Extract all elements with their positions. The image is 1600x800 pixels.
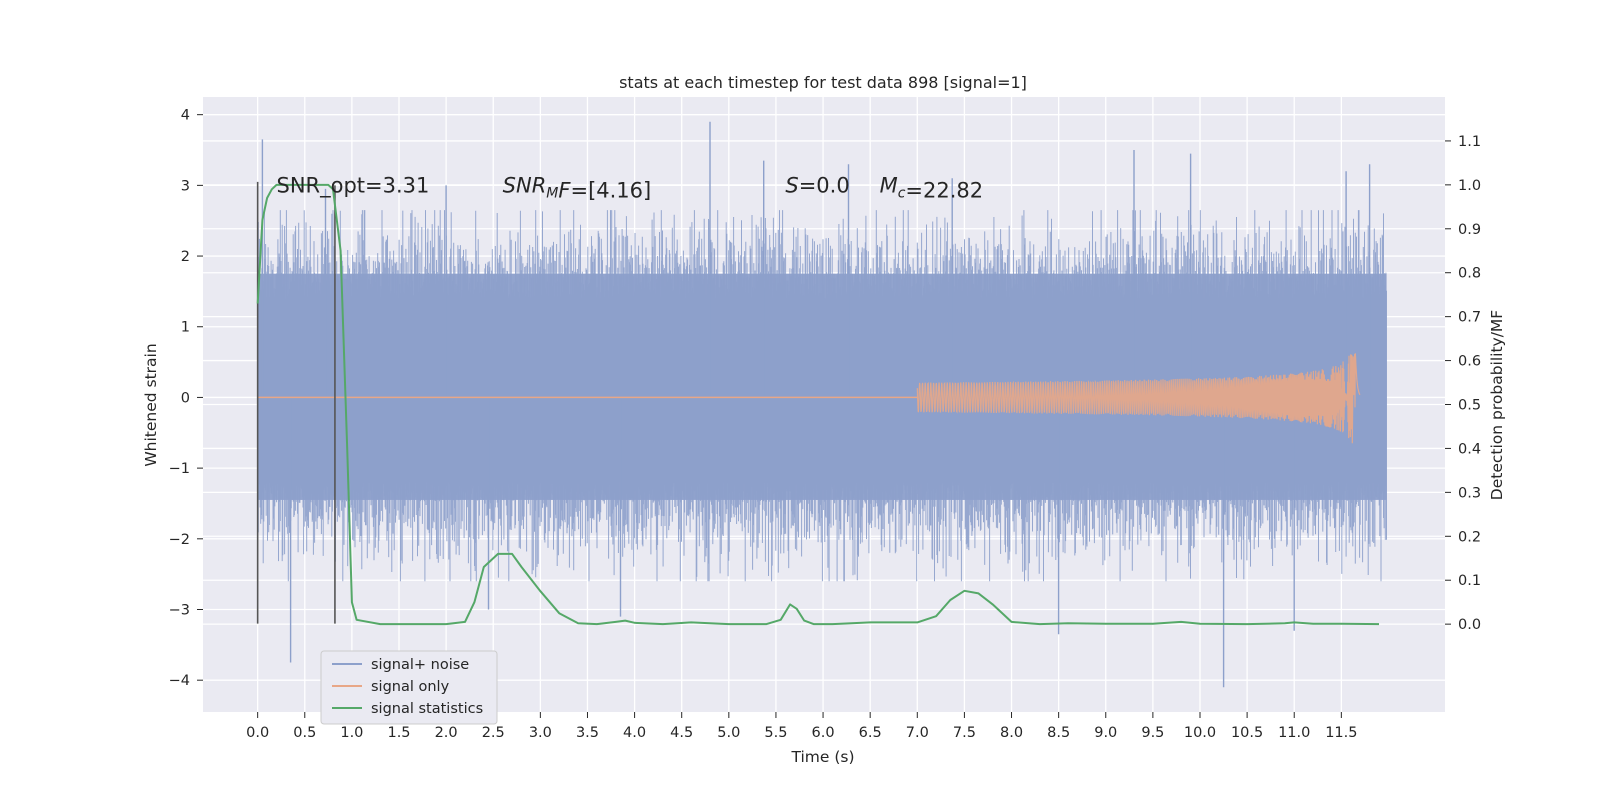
annotation-part: =0.0 (799, 173, 850, 197)
left-y-tick-label: −3 (169, 603, 190, 619)
annotation-part: c (898, 185, 906, 201)
x-tick-label: 11.0 (1278, 725, 1310, 741)
x-axis-ticks: 0.0 0.5 1.0 1.5 2.0 2.5 3.0 3.5 4.0 4.5 5.0 5.5 6.0 6… (246, 712, 1357, 741)
x-axis-label: Time (s) (790, 748, 854, 766)
right-y-tick-label: 0.2 (1458, 529, 1481, 545)
annotation-2: S=0.0 (785, 173, 849, 197)
right-y-tick-label: 1.1 (1458, 134, 1481, 150)
x-tick-label: 8.0 (1000, 725, 1023, 741)
annotation-0: SNR_opt=3.31 (277, 173, 430, 198)
left-y-tick-label: 0 (181, 390, 190, 406)
signal-statistics-line (256, 183, 1380, 626)
left-y-tick-label: 1 (181, 320, 190, 336)
annotation-part: F (558, 178, 571, 202)
x-tick-label: 2.0 (435, 725, 458, 741)
legend-label-signal-statistics: signal statistics (371, 701, 483, 717)
x-tick-label: 5.0 (717, 725, 740, 741)
left-y-tick-label: −2 (169, 532, 190, 548)
vertical-markers (256, 181, 336, 624)
x-tick-label: 8.5 (1047, 725, 1070, 741)
annotations: SNR_opt=3.31 SNRMF=[4.16] S=0.0 Mc=22.82 (277, 173, 984, 202)
annotation-part: S (785, 173, 798, 197)
x-tick-label: 4.0 (623, 725, 646, 741)
x-tick-label: 5.5 (764, 725, 787, 741)
legend-label-signal-only: signal only (371, 679, 450, 695)
right-y-axis-ticks: 0.0 0.1 0.2 0.3 0.4 0.5 0.6 0.7 0.8 0.9 1.0 1.1 (1445, 134, 1481, 633)
right-y-tick-label: 0.3 (1458, 485, 1481, 501)
signal-chirp (916, 353, 1361, 444)
left-y-axis-label: Whitened strain (142, 343, 160, 466)
x-tick-label: 11.5 (1325, 725, 1357, 741)
signal-statistics-series (256, 183, 1380, 626)
x-tick-label: 9.5 (1141, 725, 1164, 741)
left-y-tick-label: −1 (169, 461, 190, 477)
x-tick-label: 9.0 (1094, 725, 1117, 741)
strain-peaks (261, 121, 1371, 688)
annotation-1: SNRMF=[4.16] (503, 173, 652, 202)
legend: signal+ noise signal only signal statist… (320, 650, 498, 725)
x-tick-label: 7.0 (906, 725, 929, 741)
annotation-part: =22.82 (905, 178, 983, 202)
left-y-tick-label: −4 (169, 673, 190, 689)
right-y-tick-label: 0.5 (1458, 398, 1481, 414)
left-y-axis-ticks: −4 −3 −2 −1 0 1 2 3 4 (169, 108, 203, 689)
left-y-tick-label: 2 (181, 249, 190, 265)
x-tick-label: 1.0 (340, 725, 363, 741)
x-tick-label: 10.5 (1231, 725, 1263, 741)
x-tick-label: 6.0 (812, 725, 835, 741)
right-y-tick-label: 0.4 (1458, 441, 1481, 457)
annotation-part: SNR_opt=3.31 (277, 173, 430, 198)
right-y-tick-label: 1.0 (1458, 178, 1481, 194)
annotation-part: SNR (503, 173, 547, 197)
right-y-tick-label: 0.1 (1458, 573, 1481, 589)
x-tick-label: 0.5 (293, 725, 316, 741)
annotation-part: =[4.16] (570, 178, 651, 202)
chart-title: stats at each timestep for test data 898… (619, 73, 1027, 92)
left-y-tick-label: 4 (181, 108, 190, 124)
right-y-tick-label: 0.8 (1458, 266, 1481, 282)
x-tick-label: 0.0 (246, 725, 269, 741)
x-tick-label: 2.5 (482, 725, 505, 741)
legend-box (320, 650, 498, 725)
x-tick-label: 6.5 (859, 725, 882, 741)
x-tick-label: 7.5 (953, 725, 976, 741)
right-y-tick-label: 0.9 (1458, 222, 1481, 238)
annotation-part: M (546, 185, 558, 201)
x-tick-label: 4.5 (670, 725, 693, 741)
x-tick-label: 3.0 (529, 725, 552, 741)
x-tick-label: 10.0 (1184, 725, 1216, 741)
annotation-3: Mc=22.82 (880, 173, 984, 202)
x-tick-label: 3.5 (576, 725, 599, 741)
annotation-part: M (880, 173, 898, 197)
left-y-tick-label: 3 (181, 178, 190, 194)
signal-only-series (257, 353, 1361, 444)
right-y-tick-label: 0.7 (1458, 310, 1481, 326)
right-y-tick-label: 0.6 (1458, 354, 1481, 370)
right-y-tick-label: 0.0 (1458, 617, 1481, 633)
x-tick-label: 1.5 (387, 725, 410, 741)
legend-label-signal-noise: signal+ noise (371, 657, 469, 673)
right-y-axis-label: Detection probability/MF (1488, 310, 1506, 501)
